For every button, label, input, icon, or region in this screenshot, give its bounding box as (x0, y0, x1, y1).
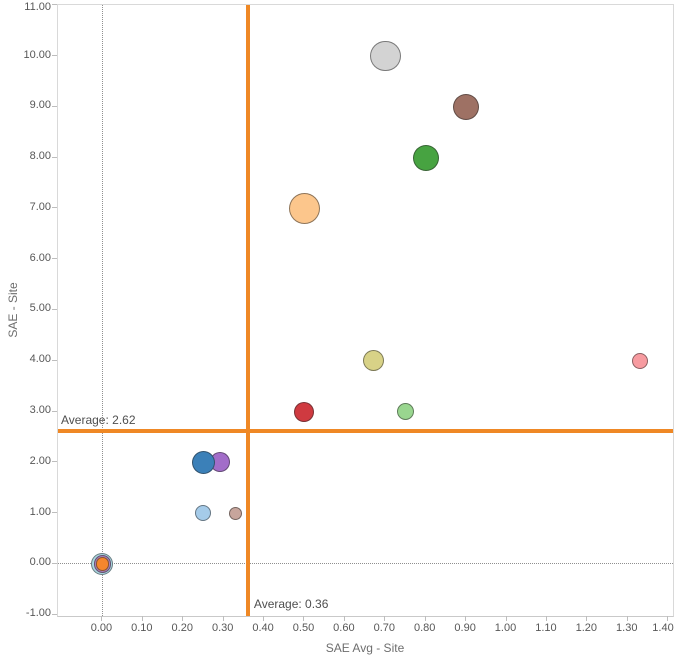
x-tick-mark (505, 616, 507, 621)
y-tick-mark (52, 207, 57, 209)
y-zero-dotted-line (58, 563, 673, 565)
bubble-mark[interactable] (95, 557, 110, 571)
y-tick-label: 9.00 (29, 99, 51, 112)
y-tick-label: 1.00 (29, 505, 51, 518)
x-tick-label: 1.40 (652, 622, 674, 634)
y-tick-label: 6.00 (29, 251, 51, 264)
y-tick-mark (52, 55, 57, 56)
average-reference-line-horizontal[interactable] (58, 428, 673, 433)
average-reference-label: Average: 2.62 (61, 412, 136, 427)
y-tick-label: 2.00 (29, 454, 51, 467)
y-tick-mark (52, 562, 57, 564)
x-tick-label: 0.90 (454, 622, 476, 634)
y-tick-mark (52, 258, 57, 260)
x-tick-mark (586, 616, 588, 621)
bubble-mark[interactable] (453, 93, 480, 120)
x-tick-mark (667, 616, 669, 621)
y-tick-mark (52, 613, 57, 615)
x-tick-label: 1.10 (535, 622, 557, 634)
average-reference-line-vertical[interactable] (245, 5, 250, 616)
y-tick-mark (52, 4, 57, 6)
y-tick-label: 8.00 (29, 150, 51, 163)
bubble-mark[interactable] (397, 403, 414, 421)
x-tick-mark (343, 616, 345, 621)
bubble-mark[interactable] (412, 144, 439, 171)
bubble-mark[interactable] (229, 506, 243, 520)
y-tick-mark (52, 461, 57, 463)
y-tick-label: 10.00 (23, 48, 51, 61)
bubble-mark[interactable] (362, 350, 384, 372)
bubble-mark[interactable] (294, 401, 315, 422)
x-tick-mark (101, 616, 103, 621)
x-tick-mark (303, 616, 305, 621)
y-tick-label: 3.00 (29, 404, 51, 417)
x-tick-label: 1.00 (494, 622, 517, 634)
x-tick-mark (384, 616, 386, 621)
bubble-mark[interactable] (369, 40, 401, 72)
x-tick-label: 0.20 (171, 622, 193, 634)
y-tick-label: 5.00 (29, 302, 51, 315)
x-tick-mark (263, 616, 265, 621)
x-axis-title: SAE Avg - Site (325, 641, 405, 655)
x-tick-label: 1.30 (616, 622, 638, 634)
x-tick-label: 0.80 (413, 622, 436, 634)
y-tick-mark (52, 410, 57, 412)
bubble-mark[interactable] (288, 192, 320, 224)
y-tick-label: 0.00 (29, 556, 51, 569)
y-tick-label: 11.00 (24, 0, 51, 13)
x-tick-label: 0.70 (373, 622, 396, 634)
x-tick-label: 0.30 (211, 622, 234, 634)
x-tick-mark (465, 616, 467, 621)
x-zero-dotted-line (101, 5, 103, 616)
x-tick-label: 0.60 (333, 622, 355, 634)
bubble-mark[interactable] (631, 352, 648, 369)
x-tick-label: 0.00 (90, 622, 113, 634)
y-tick-label: 7.00 (29, 200, 51, 213)
x-tick-mark (222, 616, 224, 621)
x-tick-mark (182, 616, 184, 621)
y-tick-label: -1.00 (25, 607, 51, 620)
average-reference-label: Average: 0.36 (253, 597, 329, 611)
y-tick-mark (52, 359, 57, 361)
x-tick-mark (424, 616, 426, 621)
y-tick-mark (52, 105, 57, 107)
x-tick-mark (545, 616, 547, 621)
x-tick-mark (626, 616, 628, 621)
x-tick-label: 0.10 (131, 622, 153, 634)
x-tick-label: 0.50 (292, 622, 315, 634)
y-tick-mark (52, 512, 57, 514)
bubble-mark[interactable] (191, 450, 215, 474)
plot-area: Average: 2.62 Average: 0.36 (57, 4, 674, 617)
x-tick-mark (141, 616, 143, 621)
y-tick-label: 4.00 (29, 353, 51, 366)
y-tick-mark (52, 156, 57, 158)
x-tick-label: 1.20 (575, 622, 598, 634)
y-tick-mark (52, 308, 57, 310)
bubble-mark[interactable] (195, 505, 212, 522)
x-tick-label: 0.40 (252, 622, 274, 634)
